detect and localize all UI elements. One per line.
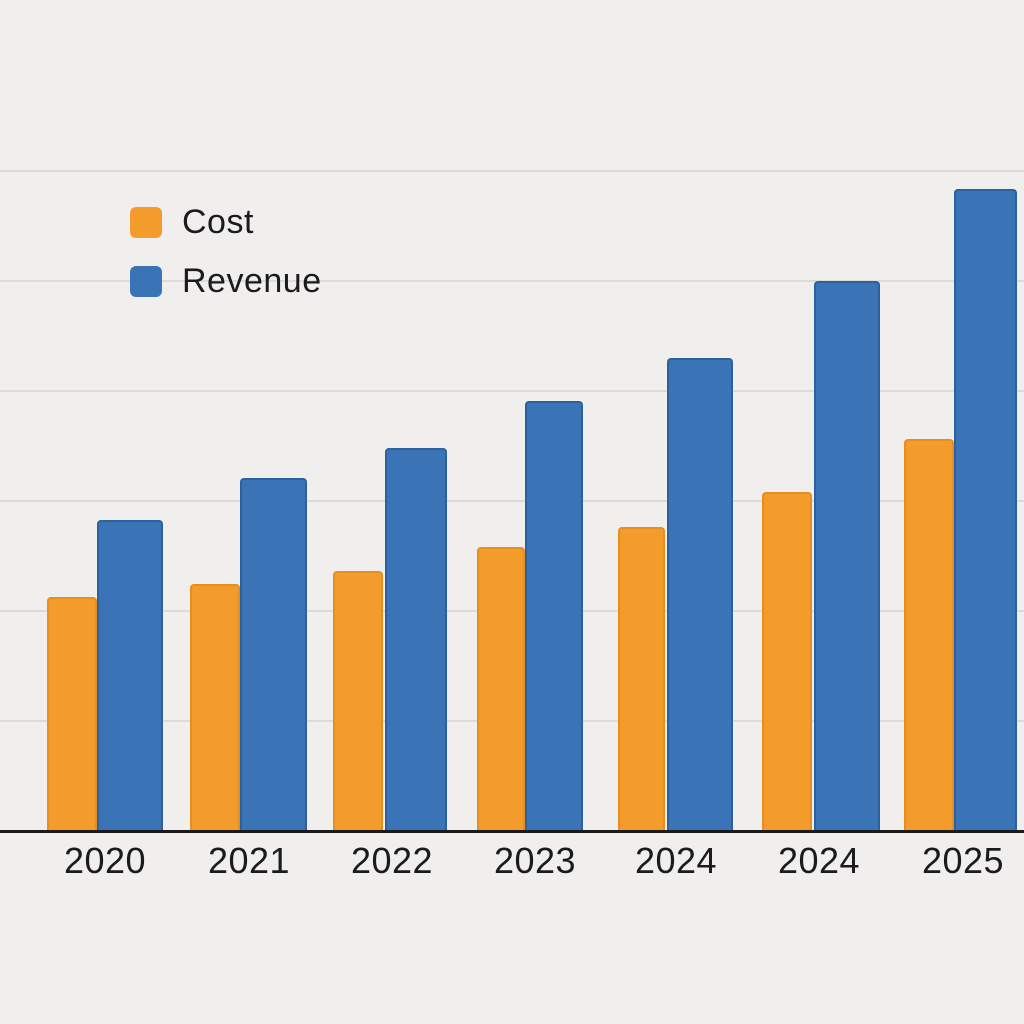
x-axis-line [0, 830, 1024, 833]
bar-revenue-2025 [954, 189, 1017, 830]
x-axis-label-2020: 2020 [63, 840, 147, 881]
gridline [0, 500, 1024, 502]
legend-item-cost: Cost [130, 203, 322, 241]
legend-label-cost: Cost [182, 202, 254, 241]
x-axis-label-2022: 2022 [350, 840, 434, 881]
gridline [0, 390, 1024, 392]
revenue-color-swatch-icon [130, 265, 162, 297]
x-axis-label-2025: 2025 [921, 840, 1005, 881]
bar-revenue-2020 [97, 520, 163, 830]
legend-item-revenue: Revenue [130, 262, 322, 300]
bar-revenue-2023 [525, 401, 583, 830]
gridline [0, 170, 1024, 172]
legend: Cost Revenue [130, 203, 322, 324]
bar-cost-2020 [47, 597, 97, 830]
bar-revenue-2022 [385, 448, 447, 830]
bar-revenue-2024 [667, 358, 733, 830]
legend-label-revenue: Revenue [182, 261, 322, 300]
cost-color-swatch-icon [130, 206, 162, 238]
x-axis-label-2023: 2023 [493, 840, 577, 881]
x-axis-label-2024: 2024 [777, 840, 861, 881]
bar-cost-2024 [762, 492, 812, 830]
gridline [0, 280, 1024, 282]
x-axis-label-2024: 2024 [634, 840, 718, 881]
bar-cost-2021 [190, 584, 240, 830]
bar-revenue-2021 [240, 478, 307, 830]
bar-cost-2022 [333, 571, 383, 830]
bar-cost-2023 [477, 547, 525, 830]
bar-cost-2024 [618, 527, 665, 830]
bar-cost-2025 [904, 439, 954, 830]
bar-revenue-2024 [814, 281, 880, 830]
x-axis-label-2021: 2021 [207, 840, 291, 881]
